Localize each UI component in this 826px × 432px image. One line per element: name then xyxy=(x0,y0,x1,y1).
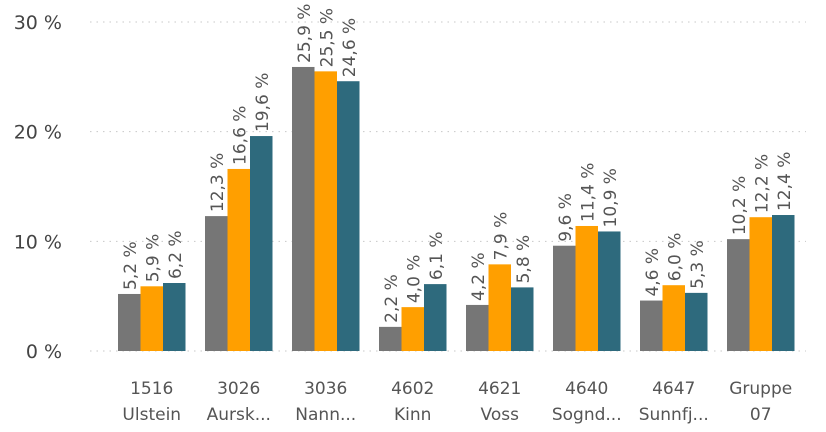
bar xyxy=(727,239,750,351)
bar xyxy=(118,293,141,351)
bar xyxy=(553,245,576,351)
x-tick-label: Sunnfj... xyxy=(639,405,709,425)
data-label: 4,6 % xyxy=(643,248,663,297)
x-tick-label: Nann... xyxy=(295,405,356,425)
x-tick-label: Voss xyxy=(481,405,520,425)
bar xyxy=(640,300,663,351)
data-label: 2,2 % xyxy=(382,274,402,323)
x-tick-label: 3026 xyxy=(217,379,260,399)
bar xyxy=(379,326,402,351)
x-tick-label: Sognd... xyxy=(552,405,622,425)
y-tick-label: 30 % xyxy=(14,12,62,34)
data-label: 5,3 % xyxy=(688,240,708,289)
bar xyxy=(685,292,708,351)
bar xyxy=(466,304,489,351)
bar xyxy=(337,81,360,351)
bar xyxy=(250,136,273,351)
x-tick-label: Aursk... xyxy=(207,405,271,425)
data-label: 12,3 % xyxy=(208,153,228,212)
data-label: 7,9 % xyxy=(492,212,512,261)
bar xyxy=(424,284,447,351)
x-tick-label: 4621 xyxy=(478,379,521,399)
data-label: 25,9 % xyxy=(295,4,315,63)
bar xyxy=(575,225,598,351)
x-tick-label: 4640 xyxy=(565,379,608,399)
data-label: 5,2 % xyxy=(121,241,141,290)
x-tick-label: Gruppe xyxy=(729,379,792,399)
y-tick-label: 10 % xyxy=(14,231,62,253)
data-label: 5,8 % xyxy=(514,235,534,284)
data-label: 19,6 % xyxy=(253,73,273,132)
y-tick-label: 20 % xyxy=(14,122,62,144)
bar xyxy=(511,287,534,351)
bar xyxy=(598,231,621,351)
bar xyxy=(772,215,795,351)
bar xyxy=(488,264,511,351)
data-label: 6,1 % xyxy=(427,232,447,281)
bar xyxy=(749,217,772,351)
data-label: 6,2 % xyxy=(166,230,186,279)
x-tick-label: 07 xyxy=(750,405,772,425)
x-tick-label: Ulstein xyxy=(122,405,181,425)
x-tick-label: 4602 xyxy=(391,379,434,399)
data-label: 9,6 % xyxy=(556,193,576,242)
data-label: 4,2 % xyxy=(469,252,489,301)
data-label: 4,0 % xyxy=(405,255,425,304)
y-tick-label: 0 % xyxy=(26,341,62,363)
bar xyxy=(662,285,685,351)
data-label: 12,2 % xyxy=(753,154,773,213)
bar xyxy=(205,216,228,351)
bar xyxy=(140,286,163,351)
data-label: 6,0 % xyxy=(666,233,686,282)
x-tick-label: 1516 xyxy=(130,379,173,399)
x-tick-label: Kinn xyxy=(394,405,431,425)
bar xyxy=(292,66,315,352)
data-label: 10,9 % xyxy=(601,168,621,227)
data-label: 25,5 % xyxy=(318,8,338,67)
bar xyxy=(401,307,424,351)
bar xyxy=(163,283,186,351)
data-label: 16,6 % xyxy=(231,106,251,165)
data-label: 11,4 % xyxy=(579,163,599,222)
data-label: 5,9 % xyxy=(144,234,164,283)
x-tick-label: 4647 xyxy=(652,379,695,399)
bar xyxy=(314,71,337,351)
data-label: 10,2 % xyxy=(730,176,750,235)
x-tick-label: 3036 xyxy=(304,379,347,399)
data-label: 24,6 % xyxy=(340,18,360,77)
data-label: 12,4 % xyxy=(775,152,795,211)
bar xyxy=(227,168,250,351)
